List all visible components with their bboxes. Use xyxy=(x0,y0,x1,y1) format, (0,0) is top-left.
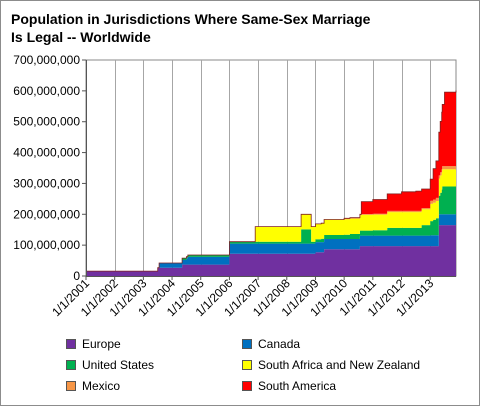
chart-title-line-1: Population in Jurisdictions Where Same-S… xyxy=(11,11,371,27)
legend-item-south-america: South America xyxy=(242,378,336,394)
chart-legend: Europe Canada United States South Africa an… xyxy=(66,336,456,400)
legend-label: Europe xyxy=(82,337,121,351)
legend-label: Canada xyxy=(258,337,301,351)
series-area-europe xyxy=(86,225,456,276)
y-tick-label-2: 200,000,000 xyxy=(13,207,80,221)
legend-item-south-africa-and-new-zealand: South Africa and New Zealand xyxy=(242,357,420,373)
legend-label: United States xyxy=(82,358,155,372)
legend-label: Mexico xyxy=(82,379,121,393)
legend-item-europe: Europe xyxy=(66,336,121,352)
legend-swatch xyxy=(242,380,252,391)
legend-swatch xyxy=(66,359,76,370)
chart-title: Population in Jurisdictions Where Same-S… xyxy=(11,10,431,46)
legend-label: South Africa and New Zealand xyxy=(258,358,421,372)
y-tick-label-6: 600,000,000 xyxy=(13,84,80,98)
legend-swatch xyxy=(242,359,252,370)
legend-swatch xyxy=(242,338,252,349)
y-tick-label-5: 500,000,000 xyxy=(13,115,80,129)
legend-label: South America xyxy=(258,379,337,393)
chart-title-line-2: Is Legal -- Worldwide xyxy=(11,29,151,45)
y-tick-label-1: 100,000,000 xyxy=(13,238,80,252)
legend-item-canada: Canada xyxy=(242,336,300,352)
series-top-outline xyxy=(86,90,457,272)
legend-item-united-states: United States xyxy=(66,357,154,373)
y-tick-label-0: 0 xyxy=(73,269,80,283)
legend-item-mexico: Mexico xyxy=(66,378,120,394)
series-area-south-africa-and-new-zealand xyxy=(86,167,456,272)
y-tick-label-4: 400,000,000 xyxy=(13,146,80,160)
y-tick-label-7: 700,000,000 xyxy=(13,53,80,67)
y-tick-label-3: 300,000,000 xyxy=(13,176,80,190)
legend-swatch xyxy=(66,380,76,391)
series-area-canada xyxy=(86,214,456,272)
legend-swatch xyxy=(66,338,76,349)
